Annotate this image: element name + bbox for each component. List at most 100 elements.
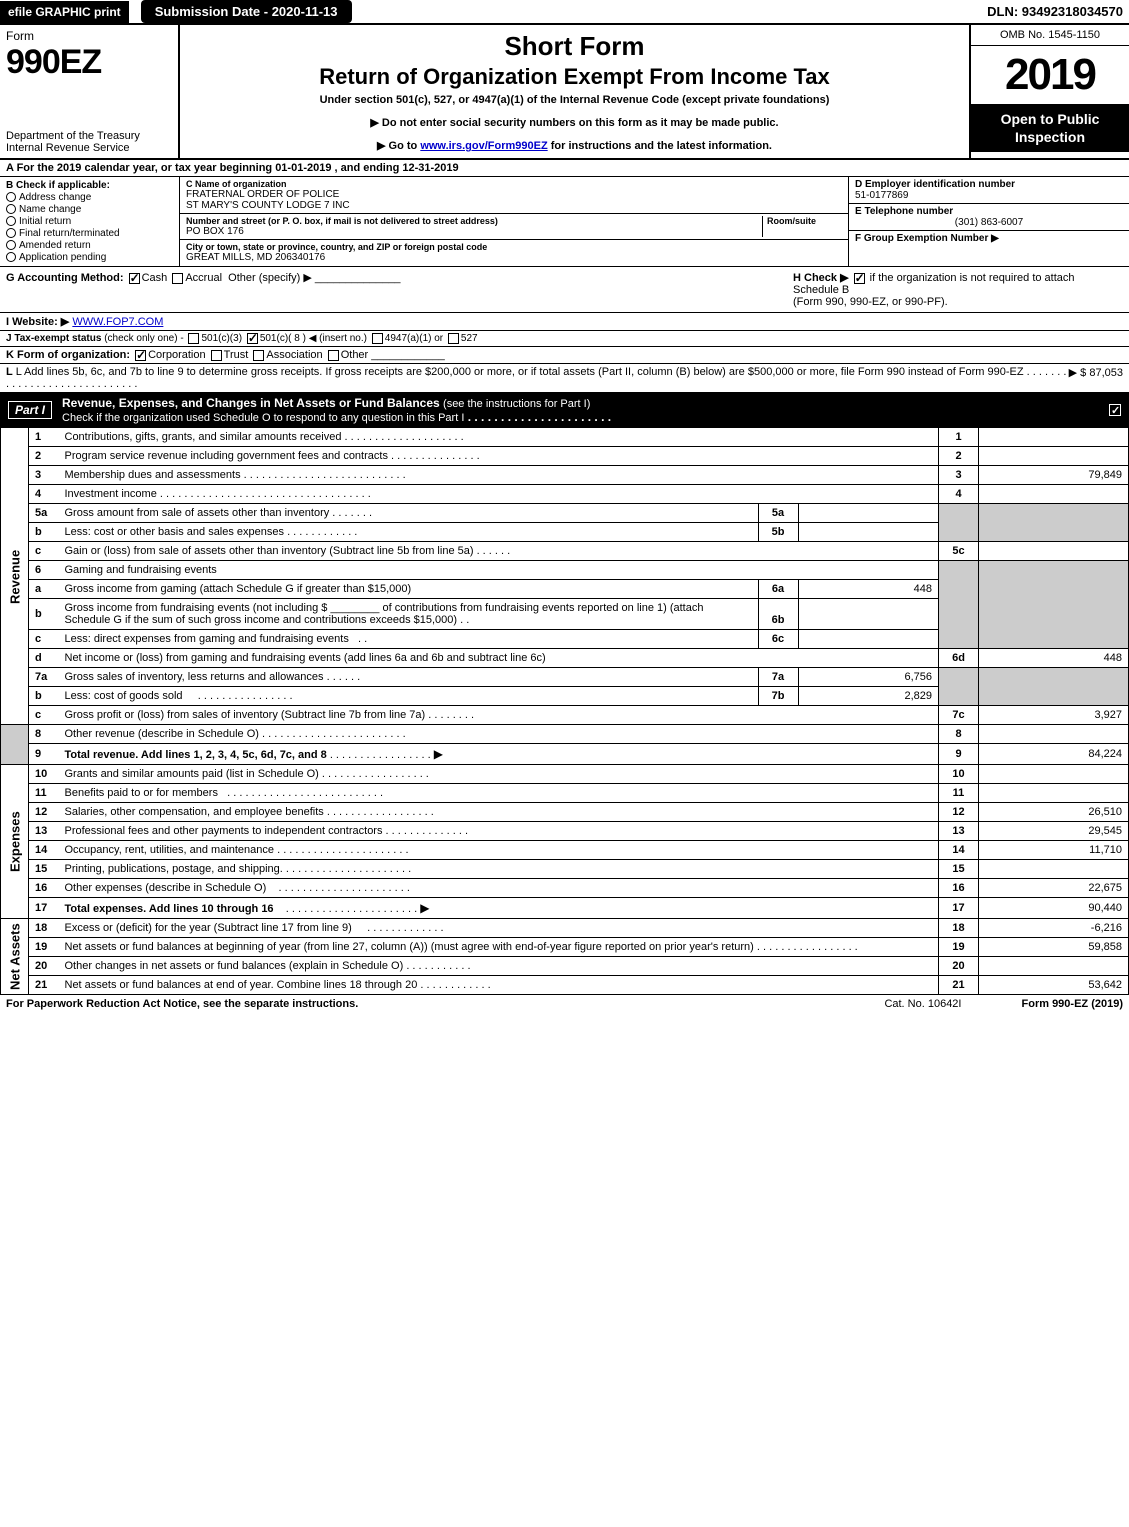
line-2-amt xyxy=(979,447,1129,466)
check-corp[interactable] xyxy=(135,350,146,361)
line-6c-amt xyxy=(798,630,938,648)
h-sub: (Form 990, 990-EZ, or 990-PF). xyxy=(793,296,948,308)
check-cash[interactable] xyxy=(129,273,140,284)
line-7c-amt: 3,927 xyxy=(979,706,1129,725)
opt-pending: Application pending xyxy=(19,252,106,263)
line-16-desc: Other expenses (describe in Schedule O) xyxy=(65,882,267,894)
section-b: B Check if applicable: Address change Na… xyxy=(0,177,180,266)
check-501c[interactable] xyxy=(247,333,258,344)
dept-irs: Internal Revenue Service xyxy=(6,142,172,154)
line-3-amt: 79,849 xyxy=(979,466,1129,485)
footer-right: Form 990-EZ (2019) xyxy=(1022,998,1124,1010)
line-3-desc: Membership dues and assessments xyxy=(65,469,241,481)
open-inspection: Open to Public Inspection xyxy=(971,104,1129,152)
top-bar: efile GRAPHIC print Submission Date - 20… xyxy=(0,0,1129,25)
line-5a-desc: Gross amount from sale of assets other t… xyxy=(65,507,330,519)
line-9-amt: 84,224 xyxy=(979,744,1129,765)
j-label: J Tax-exempt status xyxy=(6,333,101,344)
line-17-desc: Total expenses. Add lines 10 through 16 xyxy=(65,903,274,915)
check-trust[interactable] xyxy=(211,350,222,361)
telephone: (301) 863-6007 xyxy=(855,217,1123,228)
subtitle: Under section 501(c), 527, or 4947(a)(1)… xyxy=(190,94,959,106)
financial-table: Revenue 1Contributions, gifts, grants, a… xyxy=(0,427,1129,995)
check-assoc[interactable] xyxy=(253,350,264,361)
tax-period: A For the 2019 calendar year, or tax yea… xyxy=(0,160,1129,177)
check-name[interactable] xyxy=(6,204,16,214)
line-21-amt: 53,642 xyxy=(979,976,1129,995)
opt-accrual: Accrual xyxy=(185,272,222,284)
opt-assoc: Association xyxy=(266,349,322,361)
line-9-desc: Total revenue. Add lines 1, 2, 3, 4, 5c,… xyxy=(65,749,327,761)
line-18-amt: -6,216 xyxy=(979,919,1129,938)
dln-label: DLN: 93492318034570 xyxy=(987,4,1129,19)
j-sub: (check only one) - xyxy=(104,333,183,344)
opt-cash: Cash xyxy=(142,272,168,284)
goto-post: for instructions and the latest informat… xyxy=(548,140,772,152)
opt-final: Final return/terminated xyxy=(19,228,120,239)
opt-other-org: Other xyxy=(341,349,369,361)
tax-year: 2019 xyxy=(971,46,1129,104)
b-label: B Check if applicable: xyxy=(6,180,110,191)
line-5a-amt xyxy=(798,504,938,522)
part-1-label: Part I xyxy=(8,401,52,419)
efile-print-button[interactable]: efile GRAPHIC print xyxy=(0,1,129,23)
section-def: D Employer identification number 51-0177… xyxy=(849,177,1129,266)
check-4947[interactable] xyxy=(372,333,383,344)
side-revenue: Revenue xyxy=(1,428,29,725)
d-label: D Employer identification number xyxy=(855,179,1015,190)
line-16-amt: 22,675 xyxy=(979,879,1129,898)
check-accrual[interactable] xyxy=(172,273,183,284)
org-info-row: B Check if applicable: Address change Na… xyxy=(0,177,1129,267)
l-amount: ▶ $ 87,053 xyxy=(1069,366,1123,390)
opt-corp: Corporation xyxy=(148,349,205,361)
row-g-h: G Accounting Method: Cash Accrual Other … xyxy=(0,267,1129,313)
line-10-amt xyxy=(979,765,1129,784)
line-6b-amt xyxy=(798,599,938,629)
opt-address-change: Address change xyxy=(19,192,91,203)
line-1-desc: Contributions, gifts, grants, and simila… xyxy=(65,431,342,443)
check-initial[interactable] xyxy=(6,216,16,226)
check-527[interactable] xyxy=(448,333,459,344)
line-6d-amt: 448 xyxy=(979,649,1129,668)
check-pending[interactable] xyxy=(6,252,16,262)
line-20-desc: Other changes in net assets or fund bala… xyxy=(65,960,404,972)
check-final[interactable] xyxy=(6,228,16,238)
line-1-amt xyxy=(979,428,1129,447)
website-link[interactable]: WWW.FOP7.COM xyxy=(72,316,163,328)
irs-link[interactable]: www.irs.gov/Form990EZ xyxy=(420,140,547,152)
check-other-org[interactable] xyxy=(328,350,339,361)
line-4-desc: Investment income xyxy=(65,488,157,500)
opt-501c3: 501(c)(3) xyxy=(201,333,242,344)
title-short-form: Short Form xyxy=(190,31,959,62)
check-amended[interactable] xyxy=(6,240,16,250)
line-6-desc: Gaming and fundraising events xyxy=(59,561,939,580)
opt-initial: Initial return xyxy=(19,216,71,227)
org-name-2: ST MARY'S COUNTY LODGE 7 INC xyxy=(186,200,842,211)
opt-name-change: Name change xyxy=(19,204,81,215)
line-4-amt xyxy=(979,485,1129,504)
part-1-title: Revenue, Expenses, and Changes in Net As… xyxy=(62,396,440,410)
line-6a-amt: 448 xyxy=(798,580,938,598)
line-6d-desc: Net income or (loss) from gaming and fun… xyxy=(59,649,939,668)
check-501c3[interactable] xyxy=(188,333,199,344)
line-7b-desc: Less: cost of goods sold xyxy=(65,690,183,702)
c-label: C Name of organization xyxy=(186,179,842,189)
form-word: Form xyxy=(6,29,172,43)
line-15-desc: Printing, publications, postage, and shi… xyxy=(65,863,283,875)
city-label: City or town, state or province, country… xyxy=(186,242,842,252)
line-10-desc: Grants and similar amounts paid (list in… xyxy=(65,768,319,780)
line-17-amt: 90,440 xyxy=(979,898,1129,919)
line-19-amt: 59,858 xyxy=(979,938,1129,957)
line-11-desc: Benefits paid to or for members xyxy=(65,787,218,799)
check-address[interactable] xyxy=(6,192,16,202)
header-left: Form 990EZ Department of the Treasury In… xyxy=(0,25,180,158)
row-l: L L Add lines 5b, 6c, and 7b to line 9 t… xyxy=(0,364,1129,393)
line-2-desc: Program service revenue including govern… xyxy=(65,450,388,462)
side-expenses: Expenses xyxy=(1,765,29,919)
title-return: Return of Organization Exempt From Incom… xyxy=(190,64,959,90)
goto-pre: ▶ Go to xyxy=(377,140,420,152)
org-address: PO BOX 176 xyxy=(186,226,762,237)
line-5b-amt xyxy=(798,523,938,541)
part-1-checkbox[interactable] xyxy=(1109,404,1121,416)
check-h[interactable] xyxy=(854,273,865,284)
